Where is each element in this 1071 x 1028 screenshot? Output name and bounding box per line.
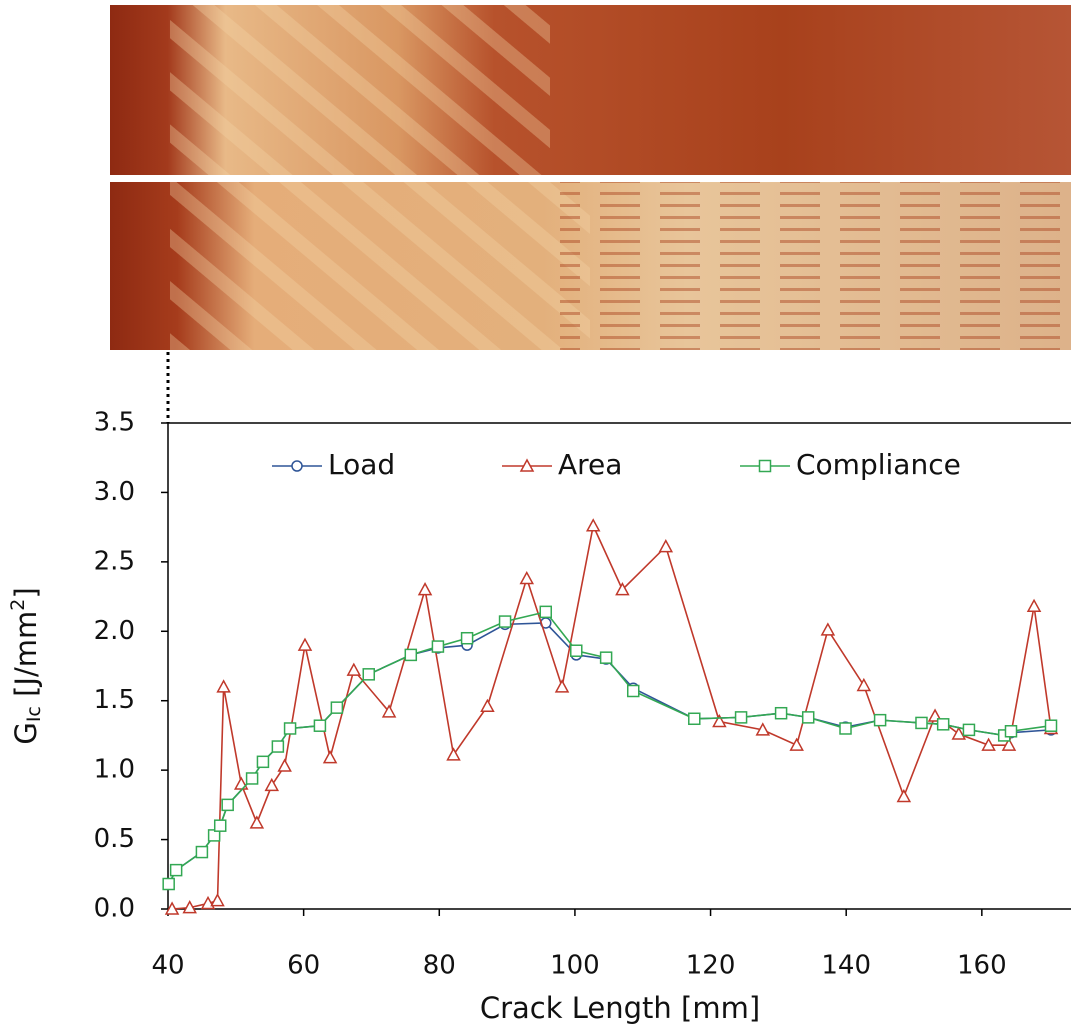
marker	[539, 605, 553, 619]
x-tick-label: 120	[686, 951, 736, 981]
marker	[1001, 737, 1017, 751]
marker	[271, 740, 285, 753]
marker	[801, 711, 815, 724]
marker	[249, 815, 265, 829]
marker	[839, 722, 852, 735]
marker	[210, 893, 225, 907]
marker	[381, 704, 397, 718]
marker	[233, 776, 249, 790]
marker	[277, 758, 292, 772]
y-label-unit: [J/mm	[9, 611, 43, 706]
y-tick-label: 1.5	[94, 685, 135, 715]
marker	[195, 845, 209, 859]
marker	[519, 570, 535, 585]
marker	[570, 644, 583, 657]
marker	[313, 719, 327, 732]
y-label-sub: Ic	[23, 706, 45, 722]
marker	[585, 518, 601, 532]
photo-top-fibers	[170, 5, 550, 175]
marker	[216, 679, 231, 693]
marker	[264, 777, 280, 792]
legend-entry: Area	[502, 448, 622, 481]
marker	[658, 539, 674, 553]
legend-entry: Load	[272, 448, 395, 481]
marker	[688, 712, 701, 726]
marker	[221, 798, 234, 812]
marker	[599, 651, 613, 664]
marker	[330, 701, 344, 714]
marker	[896, 788, 912, 803]
legend-entry: Compliance	[740, 448, 961, 481]
y-label-base: G	[9, 722, 43, 744]
x-tick-label: 160	[957, 951, 1007, 981]
y-label-end: ]	[9, 587, 43, 598]
legend-label: Compliance	[796, 448, 961, 481]
marker	[417, 582, 433, 596]
marker	[755, 722, 771, 736]
marker	[1004, 725, 1018, 738]
marker	[936, 718, 950, 731]
marker	[164, 901, 180, 915]
marker	[256, 755, 270, 769]
x-tick-label: 40	[151, 951, 184, 981]
marker	[182, 900, 197, 914]
marker	[951, 726, 967, 740]
legend-label: Load	[328, 448, 395, 481]
y-axis-label: GIc [J/mm2]	[7, 587, 45, 744]
marker	[283, 722, 297, 735]
marker	[981, 737, 996, 751]
legend-marker	[519, 458, 535, 472]
marker	[712, 713, 727, 728]
marker	[322, 750, 338, 764]
x-tick-label: 60	[287, 951, 320, 981]
plot	[167, 422, 1071, 910]
marker	[915, 716, 928, 730]
marker	[962, 723, 976, 737]
marker	[820, 622, 836, 636]
x-tick-label: 140	[821, 951, 871, 981]
marker	[480, 698, 495, 713]
legend-label: Area	[558, 448, 622, 481]
marker	[169, 863, 183, 877]
marker	[297, 637, 313, 651]
y-label-sup: 2	[7, 599, 29, 611]
legend-marker	[758, 459, 772, 473]
marker	[1044, 719, 1058, 732]
photo-bottom-fibers	[170, 182, 590, 350]
marker	[346, 662, 362, 676]
specimen-photos	[110, 5, 1071, 423]
marker	[162, 877, 175, 891]
marker	[362, 668, 375, 681]
marker	[245, 772, 259, 785]
marker	[431, 640, 445, 653]
y-tick-label: 3.0	[94, 477, 135, 507]
photo-bottom-streaks	[560, 182, 1071, 350]
marker	[626, 684, 640, 698]
marker	[873, 713, 887, 727]
x-axis-label: Crack Length [mm]	[480, 991, 760, 1025]
marker	[774, 706, 788, 720]
legend-marker	[291, 460, 303, 472]
marker	[404, 648, 418, 662]
marker	[789, 737, 804, 751]
y-tick-label: 0.5	[94, 824, 135, 854]
marker	[1026, 598, 1042, 613]
x-tick-label: 100	[550, 951, 600, 981]
marker	[734, 711, 748, 724]
marker	[498, 615, 512, 628]
marker	[554, 679, 570, 693]
y-tick-label: 1.0	[94, 755, 135, 785]
marker	[615, 582, 630, 596]
y-tick-label: 3.5	[94, 408, 135, 438]
marker	[856, 677, 872, 692]
marker	[213, 819, 227, 832]
y-tick-label: 2.0	[94, 616, 135, 646]
x-tick-label: 80	[423, 951, 456, 981]
marker	[460, 631, 474, 645]
y-tick-label: 2.5	[94, 546, 135, 576]
y-tick-label: 0.0	[94, 894, 135, 924]
marker	[446, 747, 461, 761]
